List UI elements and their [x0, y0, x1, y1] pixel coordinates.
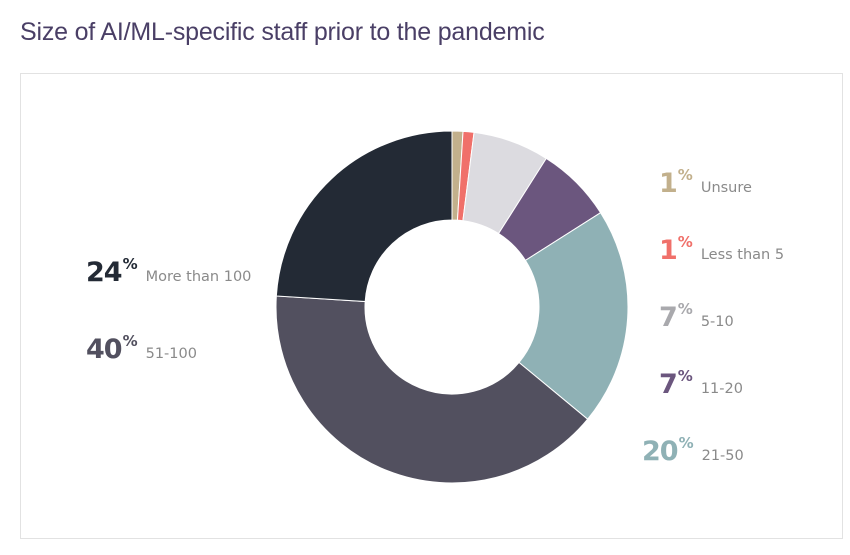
donut-slice-51-100 [275, 295, 589, 484]
legend-item-21-50: 20% 21-50 [642, 434, 744, 467]
percent-symbol: % [677, 367, 693, 385]
legend-label: Less than 5 [700, 247, 785, 263]
legend-label: 5-10 [700, 314, 734, 330]
percent-symbol: % [677, 233, 693, 251]
legend-item-51-100: 40% 51-100 [86, 332, 197, 365]
chart-panel [20, 73, 843, 539]
legend-item-11-20: 7% 11-20 [659, 367, 743, 400]
legend-label: Unsure [700, 180, 752, 196]
legend-item-more-than-100: 24% More than 100 [86, 255, 251, 288]
percent-symbol: % [677, 300, 693, 318]
legend-label: 51-100 [145, 346, 197, 362]
legend-percent: 7 [659, 302, 678, 333]
donut-slice-more-than-100 [275, 130, 453, 303]
chart-title: Size of AI/ML-specific staff prior to th… [20, 18, 545, 46]
legend-item-less-than-5: 1% Less than 5 [659, 233, 784, 266]
donut-slice-21-50 [518, 212, 629, 420]
legend-percent: 24 [86, 257, 123, 288]
legend-label: More than 100 [145, 269, 252, 285]
percent-symbol: % [678, 434, 694, 452]
legend-item-5-10: 7% 5-10 [659, 300, 734, 333]
legend-percent: 20 [642, 436, 679, 467]
legend-item-unsure: 1% Unsure [659, 166, 752, 199]
legend-percent: 1 [659, 235, 678, 266]
legend-percent: 7 [659, 369, 678, 400]
legend-label: 11-20 [700, 381, 743, 397]
percent-symbol: % [677, 166, 693, 184]
legend-percent: 40 [86, 334, 123, 365]
legend-percent: 1 [659, 168, 678, 199]
percent-symbol: % [122, 255, 138, 273]
percent-symbol: % [122, 332, 138, 350]
legend-label: 21-50 [701, 448, 744, 464]
